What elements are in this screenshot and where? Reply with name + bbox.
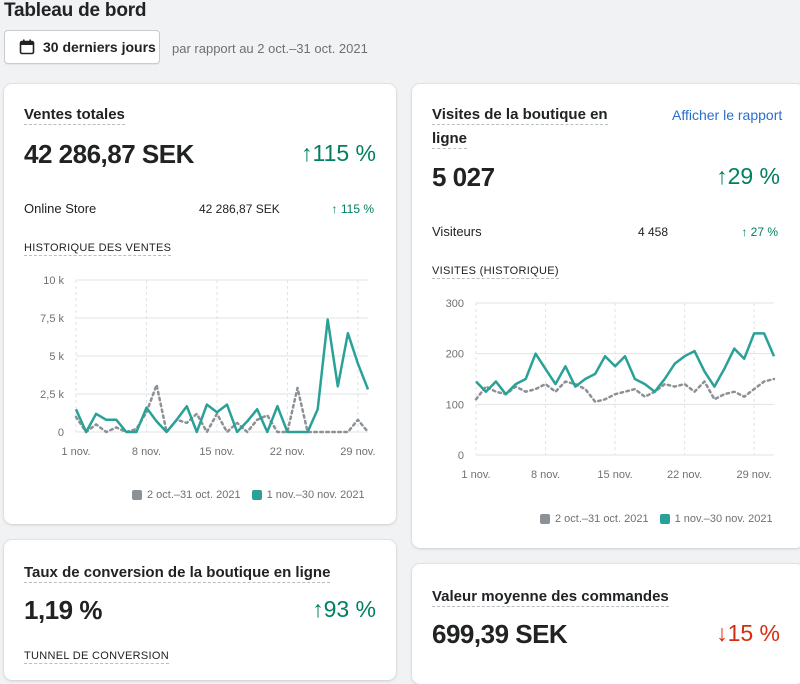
view-report-link[interactable]: Afficher le rapport [672,107,783,123]
channel-value: 42 286,87 SEK [199,202,280,216]
total-sales-value: 42 286,87 SEK [24,139,194,169]
previous-period-line [474,377,776,404]
y-tick-label: 0 [458,450,464,462]
y-tick-label: 0 [58,427,64,439]
x-tick-label: 15 nov. [597,469,632,481]
visits-history-label: VISITES (HISTORIQUE) [432,265,559,279]
y-tick-label: 7,5 k [40,313,64,325]
legend-curr-label: 1 nov.–30 nov. 2021 [266,489,365,501]
average-order-value-card: Valeur moyenne des commandes 699,39 SEK … [412,564,800,684]
date-range-button[interactable]: 30 derniers jours [4,30,160,64]
x-tick-label: 22 nov. [667,469,702,481]
sales-legend: 2 oct.–31 oct. 2021 1 nov.–30 nov. 2021 [132,489,365,501]
legend-curr-swatch [251,490,262,500]
total-sales-title[interactable]: Ventes totales [24,106,125,125]
conversion-value: 1,19 % [24,595,102,625]
x-tick-label: 8 nov. [531,469,560,481]
visits-change: ↑29 % [716,163,780,189]
legend-prev-label: 2 oct.–31 oct. 2021 [147,489,241,501]
conversion-rate-card: Taux de conversion de la boutique en lig… [4,540,396,680]
aov-change: ↓15 % [716,620,780,646]
page-title: Tableau de bord [4,0,147,21]
x-tick-label: 22 nov. [270,446,305,458]
y-tick-label: 100 [446,399,464,411]
channel-change: ↑ 115 % [331,202,374,216]
conversion-funnel-label: TUNNEL DE CONVERSION [24,650,169,664]
channel-label: Online Store [24,201,97,216]
x-tick-label: 1 nov. [61,446,90,458]
conversion-title[interactable]: Taux de conversion de la boutique en lig… [24,564,331,583]
conversion-change: ↑93 % [312,596,376,622]
legend-curr-label: 1 nov.–30 nov. 2021 [674,513,773,525]
aov-value: 699,39 SEK [432,619,568,649]
aov-title[interactable]: Valeur moyenne des commandes [432,588,669,607]
visits-history-chart: 0 100 200 300 1 nov. 8 nov. 15 nov. 22 nov. 29 n… [446,298,776,481]
legend-prev-swatch [540,514,550,524]
legend-curr-swatch [659,514,670,524]
x-tick-label: 8 nov. [132,446,161,458]
y-tick-label: 5 k [49,351,64,363]
visits-title[interactable]: Visites de la boutique en ligne [432,106,608,149]
legend-prev-label: 2 oct.–31 oct. 2021 [555,513,649,525]
x-tick-label: 1 nov. [461,469,490,481]
visitors-change: ↑ 27 % [741,225,778,239]
x-tick-label: 29 nov. [736,469,771,481]
visits-legend: 2 oct.–31 oct. 2021 1 nov.–30 nov. 2021 [540,513,773,525]
sales-history-label: HISTORIQUE DES VENTES [24,242,172,256]
y-tick-label: 10 k [43,275,64,287]
date-range-label: 30 derniers jours [43,39,156,55]
visitors-label: Visiteurs [432,224,482,239]
y-tick-label: 200 [446,349,464,361]
visits-value: 5 027 [432,162,495,192]
compare-period-text: par rapport au 2 oct.–31 oct. 2021 [172,41,368,56]
visitors-value: 4 458 [638,225,669,239]
x-tick-label: 29 nov. [340,446,375,458]
y-tick-label: 2,5 k [40,389,64,401]
total-sales-card: Ventes totales 42 286,87 SEK ↑115 % Onli… [4,84,396,524]
current-period-line [74,318,370,434]
sales-history-chart: 0 2,5 k 5 k 7,5 k 10 k 1 nov. 8 nov. 15 nov. 22 … [40,275,375,458]
current-period-line [475,332,776,396]
legend-prev-swatch [132,490,142,500]
total-sales-change: ↑115 % [300,140,376,166]
x-tick-label: 15 nov. [199,446,234,458]
y-tick-label: 300 [446,298,464,310]
calendar-icon [19,39,35,55]
online-store-visits-card: Visites de la boutique en ligne Afficher… [412,84,800,548]
